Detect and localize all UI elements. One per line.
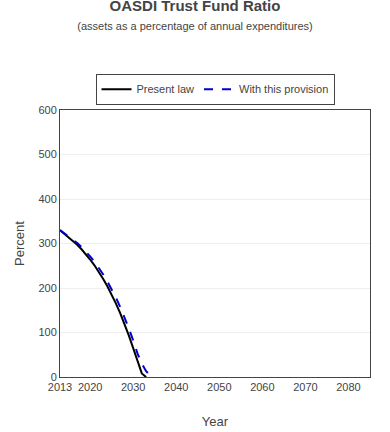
svg-text:With this provision: With this provision — [239, 83, 328, 95]
svg-text:2070: 2070 — [293, 381, 317, 393]
svg-text:2040: 2040 — [164, 381, 188, 393]
svg-text:0: 0 — [51, 371, 57, 383]
svg-text:300: 300 — [38, 237, 56, 249]
svg-text:2020: 2020 — [78, 381, 102, 393]
svg-text:Percent: Percent — [12, 221, 27, 266]
svg-text:200: 200 — [38, 282, 56, 294]
svg-text:2030: 2030 — [121, 381, 145, 393]
svg-text:100: 100 — [38, 326, 56, 338]
svg-text:500: 500 — [38, 148, 56, 160]
svg-text:2080: 2080 — [336, 381, 360, 393]
svg-text:Present law: Present law — [137, 83, 195, 95]
svg-text:600: 600 — [38, 104, 56, 116]
svg-text:Year: Year — [202, 414, 229, 429]
svg-text:2060: 2060 — [250, 381, 274, 393]
svg-text:400: 400 — [38, 193, 56, 205]
svg-text:2013: 2013 — [48, 381, 72, 393]
svg-text:2050: 2050 — [207, 381, 231, 393]
svg-text:OASDI Trust Fund Ratio(assets: OASDI Trust Fund Ratio(assets as a perce… — [77, 0, 312, 32]
